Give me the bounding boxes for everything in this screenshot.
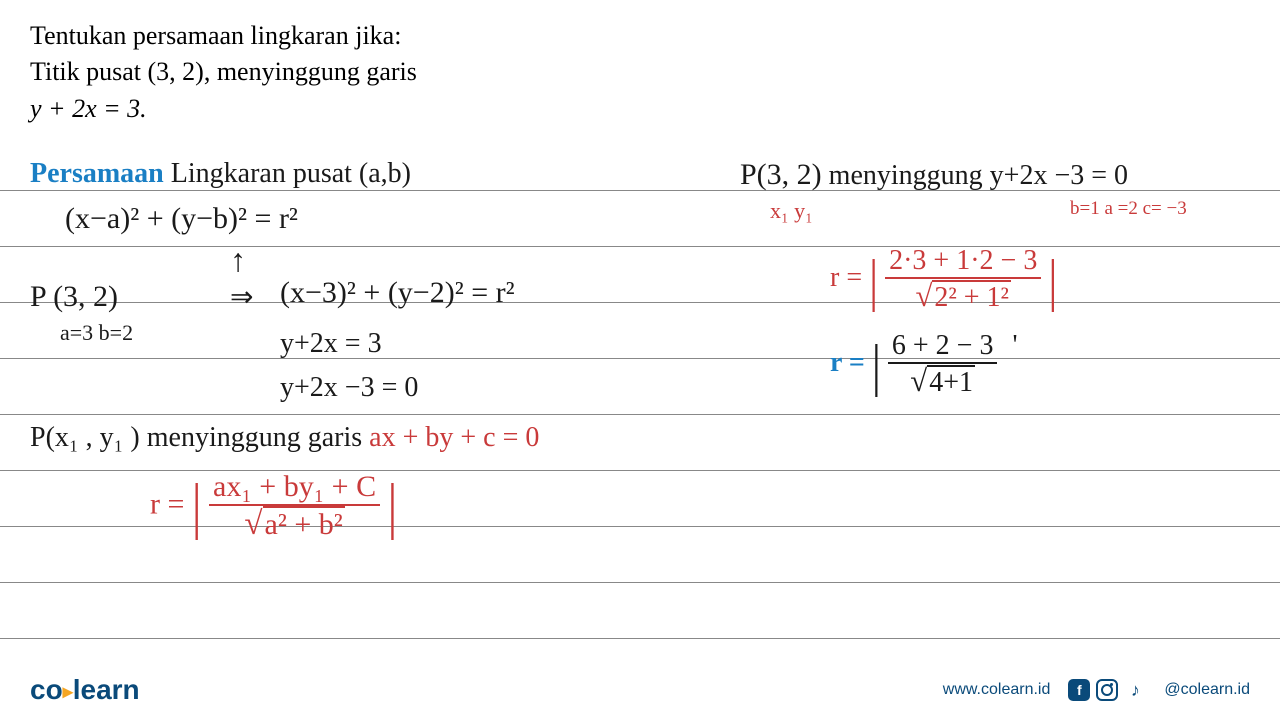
r2-label: r =: [830, 347, 865, 378]
line-eq-2: y+2x −3 = 0: [280, 372, 418, 404]
circle-equation-general: (x−a)² + (y−b)² = r²: [65, 202, 298, 236]
logo-co: co: [30, 674, 63, 705]
r1-fraction: 2·3 + 1·2 − 3 2² + 1²: [885, 245, 1041, 314]
r1-abs-right: |: [1048, 246, 1057, 314]
right-x1y1-label: x₁ y₁: [770, 198, 813, 224]
notebook-area: Persamaan Lingkaran pusat (a,b) (x−a)² +…: [0, 150, 1280, 640]
implies-arrow: ⇒: [230, 280, 253, 314]
heading-rest: Lingkaran pusat (a,b): [164, 158, 411, 189]
heading-persamaan: Persamaan Lingkaran pusat (a,b): [30, 158, 411, 190]
r2-den: 4+1: [888, 364, 998, 399]
radius-sqrt-content: a² + b²: [263, 506, 345, 541]
r2-fraction: 6 + 2 − 3 4+1: [888, 330, 998, 399]
r1-abs-left: |: [869, 246, 878, 314]
r-calc-1: r = | 2·3 + 1·2 − 3 2² + 1² |: [830, 245, 1057, 314]
ruled-line: [0, 638, 1280, 639]
r2-num: 6 + 2 − 3: [888, 330, 998, 364]
logo-dot-icon: ▸: [63, 681, 73, 703]
footer-url: www.colearn.id: [943, 681, 1051, 699]
right-p32: P(3, 2): [740, 158, 822, 191]
ruled-line: [0, 414, 1280, 415]
radius-denominator: a² + b²: [209, 506, 380, 543]
right-bac-values: b=1 a =2 c= −3: [1070, 198, 1187, 220]
logo-learn: learn: [73, 674, 140, 705]
point-p32: P (3, 2): [30, 280, 118, 314]
right-line-eq: y+2x −3 = 0: [990, 160, 1128, 191]
right-tangent-word: menyinggung: [829, 160, 983, 191]
r2-suffix-mark: ': [1012, 330, 1017, 361]
abs-left-bar: |: [192, 471, 202, 543]
heading-blue-word: Persamaan: [30, 158, 164, 189]
tiktok-icon: ♪: [1124, 679, 1146, 701]
problem-line-3: y + 2x = 3.: [30, 91, 1250, 127]
tangent-point-line: P(x₁ , y₁ ) menyinggung garis ax + by + …: [30, 422, 539, 454]
instagram-icon: [1096, 679, 1118, 701]
right-p32-tangent: P(3, 2) menyinggung y+2x −3 = 0: [740, 158, 1128, 192]
r-label: r =: [150, 487, 184, 520]
r1-sqrt-content: 2² + 1²: [932, 280, 1011, 313]
social-handle: @colearn.id: [1164, 681, 1250, 699]
r1-num: 2·3 + 1·2 − 3: [885, 245, 1041, 279]
arrow-up-icon: ↑: [230, 242, 246, 279]
ruled-line: [0, 582, 1280, 583]
circle-equation-substituted: (x−3)² + (y−2)² = r²: [280, 276, 515, 310]
ruled-line: [0, 302, 1280, 303]
problem-line-2: Titik pusat (3, 2), menyinggung garis: [30, 54, 1250, 90]
problem-line-1: Tentukan persamaan lingkaran jika:: [30, 18, 1250, 54]
r2-sqrt-icon: 4+1: [910, 364, 975, 399]
tangent-text-red: ax + by + c = 0: [362, 422, 539, 453]
r-calc-2: r = | 6 + 2 − 3 4+1 ': [830, 330, 1018, 399]
a3-b2-note: a=3 b=2: [60, 320, 133, 346]
brand-logo: co▸learn: [30, 674, 140, 706]
abs-right-bar: |: [388, 471, 398, 543]
footer-bar: co▸learn www.colearn.id f ♪ @colearn.id: [0, 660, 1280, 720]
r1-den: 2² + 1²: [885, 279, 1041, 314]
radius-formula: r = | ax₁ + by₁ + C a² + b² |: [150, 470, 397, 543]
r2-abs-left: |: [872, 331, 881, 399]
radius-fraction: ax₁ + by₁ + C a² + b²: [209, 470, 380, 543]
tangent-text-black: P(x₁ , y₁ ) menyinggung garis: [30, 422, 362, 453]
facebook-icon: f: [1068, 679, 1090, 701]
line-eq-1: y+2x = 3: [280, 328, 382, 360]
social-icons: f ♪: [1068, 679, 1146, 701]
r1-sqrt-icon: 2² + 1²: [915, 279, 1011, 314]
footer-right: www.colearn.id f ♪ @colearn.id: [943, 679, 1250, 701]
radius-numerator: ax₁ + by₁ + C: [209, 470, 380, 506]
r2-sqrt-content: 4+1: [927, 365, 975, 398]
r1-label: r =: [830, 262, 862, 293]
problem-statement: Tentukan persamaan lingkaran jika: Titik…: [0, 0, 1280, 127]
ruled-line: [0, 358, 1280, 359]
ruled-line: [0, 246, 1280, 247]
sqrt-icon: a² + b²: [244, 506, 344, 543]
